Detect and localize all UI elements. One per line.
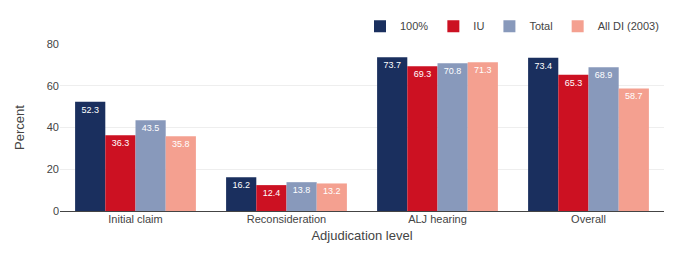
svg-text:13.8: 13.8	[293, 185, 311, 195]
svg-text:73.4: 73.4	[534, 61, 552, 71]
svg-text:0: 0	[53, 205, 59, 217]
svg-text:ALJ hearing: ALJ hearing	[408, 213, 467, 225]
svg-text:13.2: 13.2	[323, 186, 341, 196]
svg-text:36.3: 36.3	[112, 138, 130, 148]
svg-text:Reconsideration: Reconsideration	[247, 213, 327, 225]
svg-text:71.3: 71.3	[474, 65, 492, 75]
svg-text:43.5: 43.5	[142, 123, 160, 133]
svg-text:16.2: 16.2	[232, 180, 250, 190]
svg-text:80: 80	[47, 38, 59, 50]
svg-text:IU: IU	[473, 20, 484, 32]
svg-text:70.8: 70.8	[444, 66, 462, 76]
svg-text:Adjudication level: Adjudication level	[311, 228, 412, 243]
svg-text:52.3: 52.3	[81, 105, 99, 115]
svg-text:68.9: 68.9	[595, 70, 613, 80]
svg-text:20: 20	[47, 163, 59, 175]
svg-text:65.3: 65.3	[565, 78, 583, 88]
svg-text:Overall: Overall	[571, 213, 606, 225]
svg-text:Percent: Percent	[12, 105, 27, 150]
svg-text:60: 60	[47, 80, 59, 92]
svg-text:35.8: 35.8	[172, 139, 190, 149]
svg-text:100%: 100%	[400, 20, 428, 32]
svg-text:Total: Total	[529, 20, 552, 32]
svg-text:40: 40	[47, 121, 59, 133]
svg-text:69.3: 69.3	[414, 69, 432, 79]
svg-text:Initial claim: Initial claim	[108, 213, 162, 225]
svg-text:All DI (2003): All DI (2003)	[598, 20, 659, 32]
svg-text:58.7: 58.7	[625, 91, 643, 101]
svg-text:73.7: 73.7	[383, 60, 401, 70]
svg-text:12.4: 12.4	[263, 188, 281, 198]
